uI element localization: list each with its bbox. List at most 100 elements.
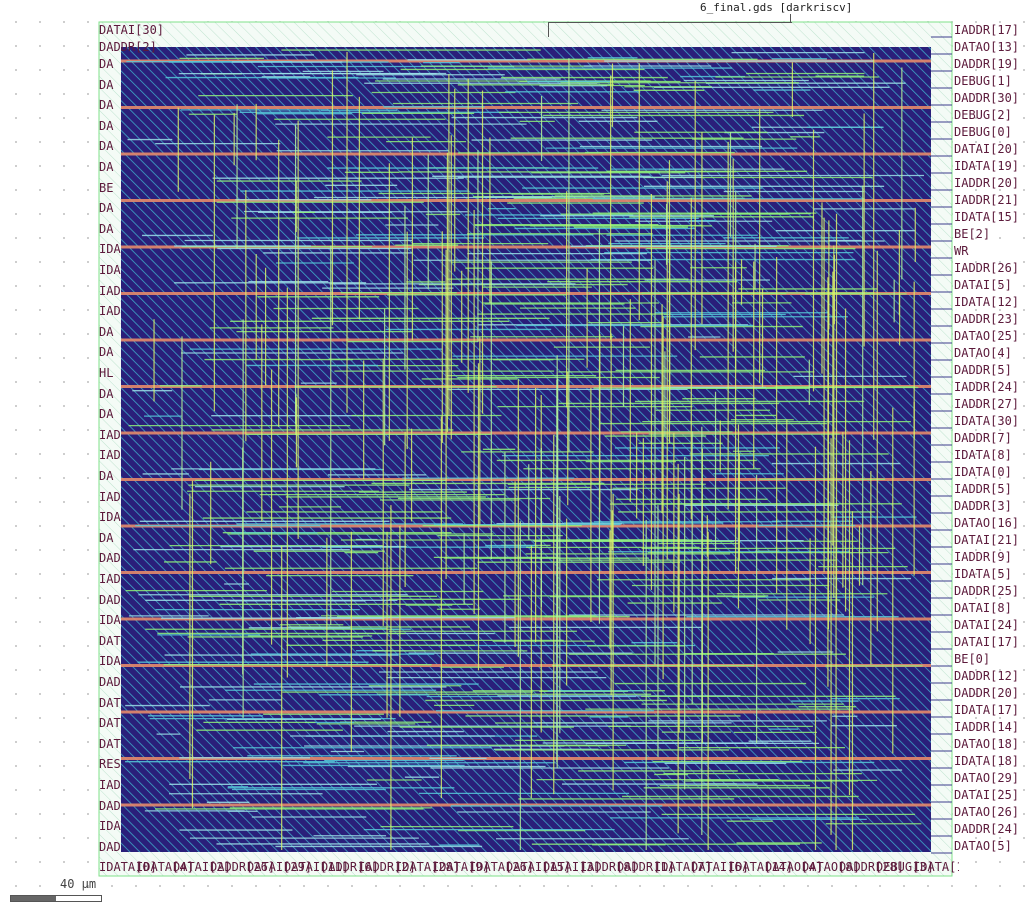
- pin-label-right[interactable]: DATAI[25]: [954, 788, 1020, 802]
- pin-label-top[interactable]: DATAI[30]: [99, 23, 165, 37]
- pin-label-right[interactable]: DADDR[5]: [954, 363, 1012, 377]
- pin-label-bottom[interactable]: IDATA[11]: [913, 860, 959, 874]
- pin-label-left[interactable]: IAD: [99, 778, 121, 792]
- pin-label-left[interactable]: DA: [99, 77, 114, 92]
- pin-label-left[interactable]: DAD: [99, 675, 121, 689]
- pin-label-left[interactable]: IAD: [99, 283, 121, 298]
- pin-label-right[interactable]: DADDR[3]: [954, 499, 1012, 513]
- pin-label-right[interactable]: IDATA[0]: [954, 465, 1012, 479]
- pin-label-right[interactable]: DADDR[12]: [954, 669, 1020, 683]
- pin-label-right[interactable]: DADDR[30]: [954, 91, 1020, 105]
- pin-label-right[interactable]: IDATA[15]: [954, 210, 1020, 224]
- pin-label-left[interactable]: IAD: [99, 489, 121, 504]
- pin-label-right[interactable]: DEBUG[1]: [954, 74, 1012, 88]
- pin-label-bottom[interactable]: DATAI[6]: [691, 860, 749, 874]
- pin-label-left[interactable]: DA: [99, 221, 114, 236]
- pin-label-right[interactable]: DADDR[19]: [954, 57, 1020, 71]
- pin-label-left[interactable]: IDA: [99, 510, 121, 525]
- pin-label-bottom[interactable]: DADDR[26]: [210, 860, 276, 874]
- pin-label-right[interactable]: BE[0]: [954, 652, 991, 666]
- pin-label-left[interactable]: DAT: [99, 716, 121, 731]
- pin-label-left[interactable]: DAT: [99, 695, 121, 710]
- pin-label-left[interactable]: RES: [99, 757, 121, 772]
- pin-label-bottom[interactable]: DATAI[3]: [543, 860, 601, 874]
- pin-label-left[interactable]: HL: [99, 366, 114, 380]
- pin-label-bottom[interactable]: DATAO[4]: [765, 860, 823, 874]
- pin-label-bottom[interactable]: IDATA[28]: [395, 860, 461, 874]
- pin-label-right[interactable]: DATAO[4]: [954, 346, 1012, 360]
- pin-label-left[interactable]: DA: [99, 469, 114, 483]
- pin-label-bottom[interactable]: IDATA[7]: [654, 860, 712, 874]
- pin-label-right[interactable]: IDATA[30]: [954, 414, 1020, 428]
- pin-label-bottom[interactable]: DADDR[6]: [321, 860, 379, 874]
- pin-label-right[interactable]: IADDR[5]: [954, 482, 1012, 496]
- pin-label-right[interactable]: DATAI[21]: [954, 533, 1020, 547]
- pin-label-bottom[interactable]: IDATA[26]: [469, 860, 535, 874]
- pin-label-right[interactable]: DATAO[16]: [954, 516, 1020, 530]
- pin-label-left[interactable]: IDA: [99, 263, 121, 277]
- pin-label-right[interactable]: IDATA[5]: [954, 567, 1012, 581]
- pin-label-right[interactable]: DATAO[25]: [954, 329, 1020, 343]
- pin-label-left[interactable]: DA: [99, 386, 114, 401]
- pin-label-left[interactable]: DA: [99, 139, 114, 154]
- pin-label-left[interactable]: DA: [99, 345, 114, 360]
- pin-label-bottom[interactable]: IDATA[0]: [99, 860, 157, 874]
- pin-label-left[interactable]: IAD: [99, 427, 121, 442]
- pin-label-left[interactable]: IAD: [99, 572, 121, 586]
- pin-label-right[interactable]: IADDR[14]: [954, 720, 1020, 734]
- pin-label-right[interactable]: IADDR[27]: [954, 397, 1020, 411]
- pin-label-right[interactable]: IADDR[17]: [954, 23, 1020, 37]
- pin-label-right[interactable]: DATAO[29]: [954, 771, 1020, 785]
- pin-label-right[interactable]: DATAI[8]: [954, 601, 1012, 615]
- pin-label-bottom[interactable]: DATAI[15]: [506, 860, 572, 874]
- pin-label-left[interactable]: DA: [99, 160, 114, 174]
- pin-label-right[interactable]: DATAO[13]: [954, 40, 1020, 54]
- pin-label-right[interactable]: DATAO[5]: [954, 839, 1012, 853]
- pin-label-bottom[interactable]: IDATA[4]: [136, 860, 194, 874]
- pin-label-top2[interactable]: DADDR[2]: [99, 40, 157, 54]
- pin-label-left[interactable]: DAD: [99, 798, 121, 813]
- pin-label-left[interactable]: DA: [99, 201, 114, 216]
- pin-label-left[interactable]: IAD: [99, 448, 121, 463]
- pin-label-right[interactable]: DADDR[25]: [954, 584, 1020, 598]
- pin-label-bottom[interactable]: IADDR[8]: [580, 860, 638, 874]
- pin-label-left[interactable]: IAD: [99, 304, 121, 319]
- pin-label-right[interactable]: IADDR[26]: [954, 261, 1020, 275]
- pin-label-bottom[interactable]: IDATA[9]: [432, 860, 490, 874]
- pin-label-right[interactable]: BE[2]: [954, 227, 991, 241]
- pin-label-left[interactable]: DA: [99, 324, 114, 339]
- pin-label-right[interactable]: DATAI[20]: [954, 142, 1020, 156]
- pin-label-right[interactable]: DEBUG[2]: [954, 108, 1012, 122]
- pin-label-bottom[interactable]: DATAO[8]: [802, 860, 860, 874]
- pin-label-left[interactable]: DA: [99, 118, 114, 133]
- pin-label-bottom[interactable]: DATAI[11]: [284, 860, 350, 874]
- pin-label-right[interactable]: IADDR[20]: [954, 176, 1020, 190]
- pin-label-left[interactable]: IDA: [99, 613, 121, 628]
- pin-label-left[interactable]: IDA: [99, 654, 121, 669]
- pin-label-right[interactable]: DATAO[26]: [954, 805, 1020, 819]
- pin-label-right[interactable]: WR: [954, 244, 969, 258]
- pin-label-right[interactable]: IDATA[18]: [954, 754, 1020, 768]
- pin-label-bottom[interactable]: DADDR[1]: [617, 860, 675, 874]
- pin-label-right[interactable]: DATAI[24]: [954, 618, 1020, 632]
- pin-label-right[interactable]: IDATA[12]: [954, 295, 1020, 309]
- pin-label-right[interactable]: DADDR[24]: [954, 822, 1020, 836]
- pin-label-right[interactable]: IADDR[9]: [954, 550, 1012, 564]
- pin-label-left[interactable]: DAD: [99, 551, 121, 566]
- pin-label-right[interactable]: DATAI[17]: [954, 635, 1020, 649]
- pin-label-right[interactable]: DADDR[7]: [954, 431, 1012, 445]
- pin-label-right[interactable]: IADDR[24]: [954, 380, 1020, 394]
- pin-label-right[interactable]: DADDR[23]: [954, 312, 1020, 326]
- pin-label-right[interactable]: IADDR[21]: [954, 193, 1020, 207]
- pin-label-bottom[interactable]: IDATA[14]: [728, 860, 794, 874]
- pin-label-left[interactable]: DA: [99, 57, 114, 71]
- pin-label-right[interactable]: DATAI[5]: [954, 278, 1012, 292]
- pin-label-right[interactable]: IDATA[19]: [954, 159, 1020, 173]
- pin-label-right[interactable]: IDATA[8]: [954, 448, 1012, 462]
- pin-label-right[interactable]: IDATA[17]: [954, 703, 1020, 717]
- pin-label-left[interactable]: DA: [99, 98, 114, 113]
- pin-label-left[interactable]: DAD: [99, 839, 121, 854]
- pin-label-left[interactable]: IDA: [99, 242, 121, 257]
